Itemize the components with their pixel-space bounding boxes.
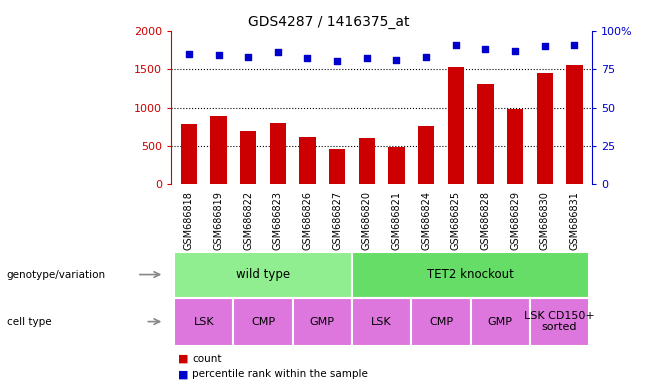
Text: GSM686818: GSM686818 <box>184 191 194 250</box>
Point <box>421 54 432 60</box>
Text: GSM686823: GSM686823 <box>273 191 283 250</box>
Point <box>540 43 550 49</box>
Bar <box>536 73 553 184</box>
Text: TET2 knockout: TET2 knockout <box>427 268 514 281</box>
Point <box>243 54 253 60</box>
Point <box>332 58 342 65</box>
Text: GSM686821: GSM686821 <box>392 191 401 250</box>
Text: GSM686824: GSM686824 <box>421 191 431 250</box>
Text: GSM686827: GSM686827 <box>332 191 342 250</box>
Text: count: count <box>192 354 222 364</box>
Text: GSM686831: GSM686831 <box>569 191 580 250</box>
Bar <box>299 137 316 184</box>
Text: LSK CD150+
sorted: LSK CD150+ sorted <box>524 311 595 333</box>
Text: ■: ■ <box>178 354 188 364</box>
Text: GMP: GMP <box>488 316 513 327</box>
Bar <box>240 131 257 184</box>
Point <box>213 52 224 58</box>
Point <box>392 57 402 63</box>
Text: GSM686822: GSM686822 <box>243 191 253 250</box>
Bar <box>477 84 494 184</box>
Bar <box>359 138 375 184</box>
Point <box>184 51 194 57</box>
Bar <box>211 116 227 184</box>
Bar <box>507 109 523 184</box>
Text: LSK: LSK <box>371 316 392 327</box>
Bar <box>447 67 464 184</box>
Point <box>510 48 520 54</box>
Text: GSM686830: GSM686830 <box>540 191 549 250</box>
Text: genotype/variation: genotype/variation <box>7 270 106 280</box>
Point <box>302 55 313 61</box>
Text: GDS4287 / 1416375_at: GDS4287 / 1416375_at <box>248 15 410 29</box>
Bar <box>567 65 582 184</box>
Point <box>361 55 372 61</box>
Text: GSM686826: GSM686826 <box>303 191 313 250</box>
Bar <box>270 123 286 184</box>
Text: wild type: wild type <box>236 268 290 281</box>
Text: CMP: CMP <box>251 316 275 327</box>
Text: GSM686819: GSM686819 <box>214 191 224 250</box>
Text: cell type: cell type <box>7 316 51 327</box>
Text: GSM686829: GSM686829 <box>510 191 520 250</box>
Text: GSM686820: GSM686820 <box>362 191 372 250</box>
Text: LSK: LSK <box>193 316 214 327</box>
Text: GMP: GMP <box>310 316 335 327</box>
Point <box>451 41 461 48</box>
Text: GSM686828: GSM686828 <box>480 191 490 250</box>
Text: ■: ■ <box>178 369 188 379</box>
Text: percentile rank within the sample: percentile rank within the sample <box>192 369 368 379</box>
Point <box>272 49 283 55</box>
Bar <box>418 126 434 184</box>
Bar <box>388 147 405 184</box>
Point <box>480 46 491 52</box>
Text: GSM686825: GSM686825 <box>451 191 461 250</box>
Bar <box>181 124 197 184</box>
Bar <box>329 149 345 184</box>
Point <box>569 41 580 48</box>
Text: CMP: CMP <box>429 316 453 327</box>
